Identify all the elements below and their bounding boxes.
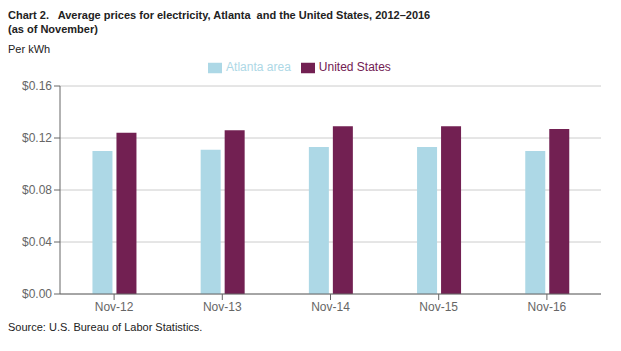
svg-text:Nov-15: Nov-15 (419, 300, 458, 314)
svg-text:$0.08: $0.08 (22, 183, 52, 197)
svg-text:$0.12: $0.12 (22, 131, 52, 145)
svg-text:Nov-16: Nov-16 (528, 300, 567, 314)
svg-text:Nov-13: Nov-13 (203, 300, 242, 314)
html-text:Atlanta area: Atlanta area (226, 60, 291, 74)
svg-text:Nov-12: Nov-12 (95, 300, 134, 314)
html-text:Chart 2. Average prices for el: Chart 2. Average prices for electricity,… (8, 9, 431, 21)
html-text:Source: U.S. Bureau of Labor S: Source: U.S. Bureau of Labor Statistics. (8, 321, 203, 333)
svg-text:Nov-14: Nov-14 (311, 300, 350, 314)
svg-text:$0.16: $0.16 (22, 79, 52, 93)
svg-text:$0.04: $0.04 (22, 235, 52, 249)
html-text:United States: United States (318, 60, 391, 74)
svg-text:$0.00: $0.00 (22, 287, 52, 301)
html-text:(as of November): (as of November) (8, 23, 98, 35)
html-text:Per kWh: Per kWh (8, 43, 51, 55)
